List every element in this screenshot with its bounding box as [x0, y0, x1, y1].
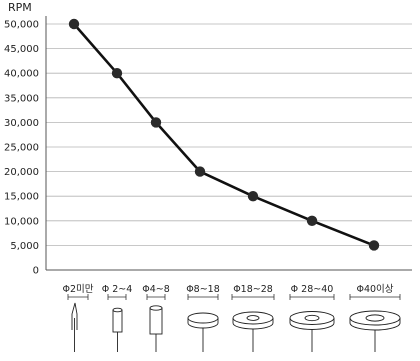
data-point — [111, 68, 123, 79]
data-point — [247, 191, 259, 202]
y-tick-label: 10,000 — [4, 216, 39, 227]
x-category-label: Φ8~18 — [186, 284, 220, 295]
y-tick-label: 30,000 — [4, 118, 39, 129]
data-point — [194, 166, 206, 177]
y-axis-unit-label: RPM — [8, 1, 32, 14]
large-wheel-icon — [289, 311, 335, 352]
rpm-series — [68, 18, 380, 251]
x-category-label: Φ18~28 — [233, 284, 273, 295]
data-point — [368, 240, 380, 251]
y-tick-label: 0 — [33, 266, 39, 277]
small-cylinder-point-icon — [112, 307, 123, 352]
data-point — [306, 215, 318, 226]
x-category-label: Φ2미만 — [62, 284, 93, 295]
tool-icons — [71, 302, 401, 352]
cylinder-point-icon — [149, 305, 163, 352]
y-tick-label: 45,000 — [4, 44, 39, 55]
rpm-line — [73, 23, 375, 247]
x-category-label: Φ4~8 — [142, 284, 170, 295]
y-tick-label: 15,000 — [4, 192, 39, 203]
y-tick-label: 40,000 — [4, 69, 39, 80]
x-category-label: Φ40이상 — [356, 284, 393, 295]
y-tick-label: 50,000 — [4, 20, 39, 31]
axes — [45, 16, 412, 271]
grid-lines — [46, 23, 412, 246]
y-tick-label: 20,000 — [4, 167, 39, 178]
wheel-icon — [232, 311, 274, 352]
y-tick-label: 25,000 — [4, 143, 39, 154]
data-point — [150, 117, 162, 128]
x-category-label: Φ 28~40 — [291, 284, 334, 295]
needle-point-icon — [71, 302, 78, 352]
small-wheel-icon — [187, 312, 219, 352]
x-category-label: Φ 2~4 — [102, 284, 133, 295]
y-tick-label: 5,000 — [10, 241, 39, 252]
x-category-labels: Φ2미만 Φ 2~4 Φ4~8 Φ8~18 Φ18~28 Φ 28~40 Φ40이상 — [62, 284, 401, 300]
y-tick-label: 35,000 — [4, 93, 39, 104]
data-point — [68, 18, 80, 30]
largest-wheel-icon — [349, 310, 401, 352]
y-tick-labels: 50,000 45,000 40,000 35,000 30,000 25,000 20,0… — [4, 20, 39, 277]
